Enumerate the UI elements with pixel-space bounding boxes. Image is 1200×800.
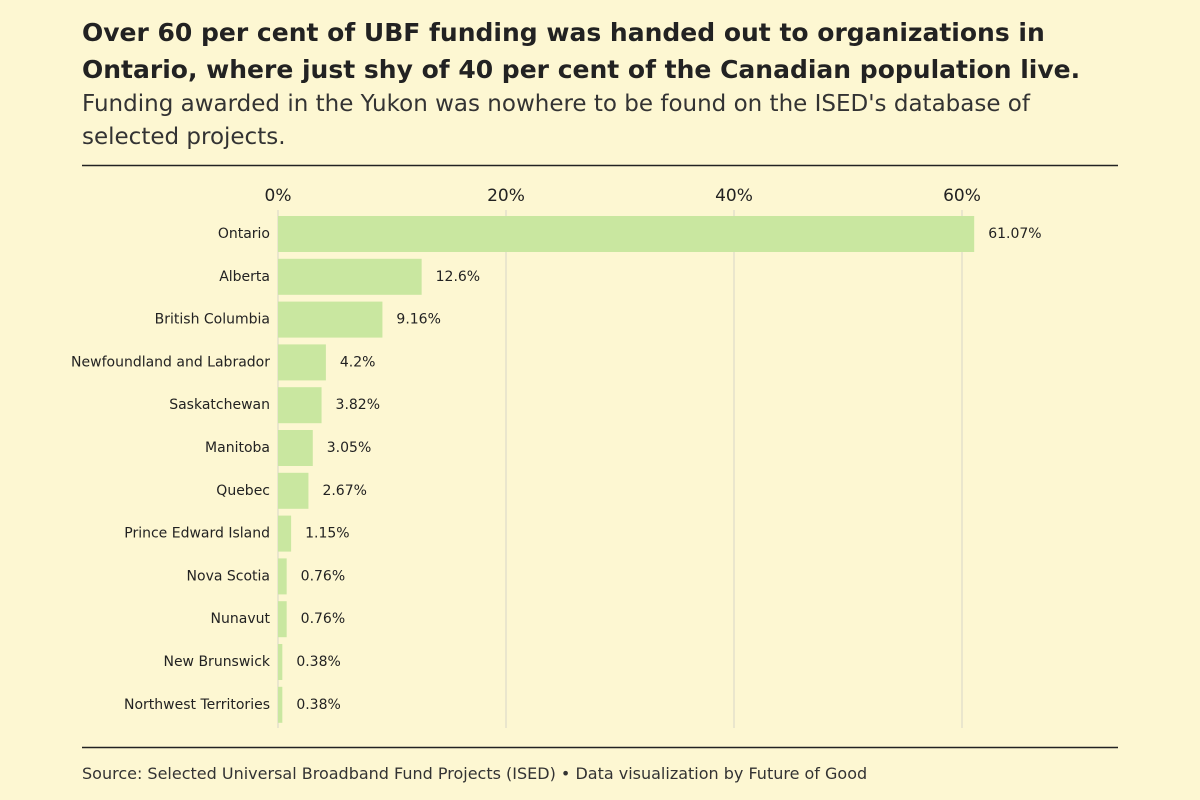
data-label: 3.82% [336, 397, 380, 413]
bar [278, 430, 313, 466]
data-label: 0.76% [301, 568, 345, 584]
data-label: 0.38% [296, 697, 340, 713]
y-tick-label: Ontario [218, 226, 270, 242]
bar [278, 344, 326, 381]
x-tick-label: 0% [265, 186, 292, 206]
data-label: 9.16% [396, 312, 440, 328]
data-label: 1.15% [305, 526, 349, 542]
y-tick-label: New Brunswick [163, 654, 270, 670]
y-tick-label: British Columbia [155, 312, 270, 328]
y-tick-label: Saskatchewan [169, 397, 270, 413]
bar [278, 515, 292, 552]
bar [278, 387, 322, 424]
y-tick-label: Manitoba [205, 440, 270, 456]
bar [278, 258, 422, 295]
data-label: 3.05% [327, 440, 371, 456]
data-label: 0.76% [301, 611, 345, 627]
data-label: 61.07% [988, 226, 1041, 242]
bar [278, 686, 283, 723]
bar [278, 472, 309, 509]
y-tick-label: Alberta [219, 269, 270, 285]
data-label: 12.6% [436, 269, 480, 285]
bar [278, 216, 975, 252]
bar [278, 301, 383, 338]
chart-title: Over 60 per cent of UBF funding was hand… [82, 18, 1081, 84]
x-tick-label: 60% [943, 186, 981, 206]
y-tick-label: Prince Edward Island [124, 526, 270, 542]
chart-subtitle: Funding awarded in the Yukon was nowhere… [82, 91, 1030, 150]
y-tick-label: Quebec [216, 483, 270, 499]
data-label: 2.67% [322, 483, 366, 499]
data-label: 0.38% [296, 654, 340, 670]
data-label: 4.2% [340, 354, 376, 370]
y-tick-label: Nunavut [211, 611, 271, 627]
y-tick-label: Newfoundland and Labrador [71, 354, 270, 370]
source-note: Source: Selected Universal Broadband Fun… [82, 764, 868, 783]
x-tick-label: 40% [715, 186, 753, 206]
x-tick-label: 20% [487, 186, 525, 206]
y-tick-label: Northwest Territories [124, 697, 270, 713]
bar [278, 644, 283, 680]
bar [278, 601, 287, 638]
bar [278, 558, 287, 595]
y-tick-label: Nova Scotia [187, 568, 270, 584]
